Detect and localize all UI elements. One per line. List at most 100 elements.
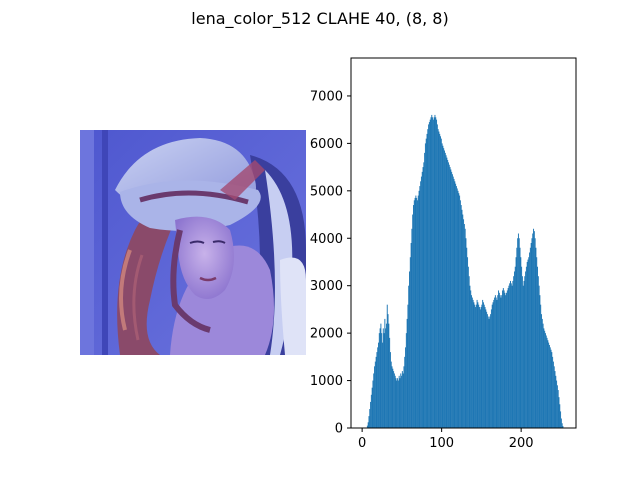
histogram-bar [410, 243, 412, 428]
histogram-bar [560, 411, 562, 428]
histogram-bar [428, 122, 430, 428]
histogram-bar [557, 390, 559, 428]
histogram-bar [540, 304, 542, 428]
histogram-bar [476, 299, 478, 428]
histogram-bar [415, 195, 417, 428]
histogram-bar [438, 131, 440, 428]
histogram-bar [534, 238, 536, 428]
histogram-bar [367, 422, 369, 428]
histogram-bar [444, 150, 445, 428]
histogram-bar [533, 228, 535, 428]
histogram-bar [553, 366, 555, 428]
histogram-bar [401, 371, 403, 428]
histogram-bar [495, 297, 497, 428]
histogram-bar [428, 124, 430, 428]
histogram-bar [549, 347, 551, 428]
histogram-bar [544, 333, 546, 428]
x-tick-label: 0 [358, 436, 366, 451]
histogram-bar [523, 280, 525, 428]
histogram-bar [474, 304, 476, 428]
histogram-bar [517, 238, 519, 428]
histogram-bar [371, 387, 373, 428]
histogram-bar [381, 333, 383, 428]
histogram-bar [509, 283, 511, 428]
histogram-bar [526, 261, 528, 428]
histogram-bar [489, 316, 491, 428]
histogram-bar [373, 373, 375, 428]
histogram-bar [409, 257, 411, 428]
histogram-bar [499, 295, 501, 428]
histogram-bar [519, 247, 521, 428]
histogram-bar [413, 200, 415, 428]
histogram-bar [448, 164, 450, 429]
histogram-bar [382, 342, 383, 428]
histogram-bar [463, 219, 465, 428]
histogram-bar [366, 425, 368, 428]
histogram-bar [485, 309, 487, 428]
image-panel [80, 130, 306, 355]
histogram-bar [399, 378, 401, 428]
histogram-bars [366, 114, 565, 429]
histogram-bar [376, 352, 378, 428]
histogram-bar [475, 304, 477, 428]
histogram-bar [414, 197, 416, 428]
histogram-bar [552, 361, 554, 428]
histogram-bar [455, 186, 457, 428]
histogram-bar [374, 361, 376, 428]
histogram-bar [452, 176, 454, 428]
histogram-bar [546, 337, 548, 428]
histogram-bar [478, 304, 480, 428]
histogram-bar [561, 423, 563, 428]
histogram-bar [467, 257, 469, 428]
histogram-bar [392, 368, 394, 428]
histogram-bar [481, 304, 483, 428]
histogram-bar [440, 138, 442, 428]
histogram-bar [416, 197, 418, 428]
histogram-bar [450, 169, 452, 428]
histogram-bar [484, 307, 486, 428]
figure-title: lena_color_512 CLAHE 40, (8, 8) [191, 9, 448, 29]
histogram-bar [469, 285, 471, 428]
histogram-chart: 0 100 200 0 1000 2000 3000 4000 5000 6000 7000 [310, 57, 577, 451]
histogram-bar [404, 356, 406, 428]
histogram-bar [488, 318, 490, 428]
histogram-bar [431, 114, 433, 429]
histogram-bar [422, 167, 424, 428]
histogram-bar [527, 259, 529, 428]
histogram-bar [380, 323, 382, 428]
histogram-bar [529, 247, 531, 428]
histogram-bar [555, 375, 557, 428]
histogram-bar [369, 409, 371, 428]
histogram-bar [370, 401, 372, 428]
histogram-bar [538, 285, 540, 428]
y-tick-label: 1000 [310, 374, 343, 389]
histogram-bar [539, 295, 541, 428]
histogram-bar [441, 143, 443, 428]
histogram-bar [542, 323, 544, 428]
histogram-bar [560, 418, 562, 428]
histogram-bar [541, 314, 542, 428]
histogram-bar [498, 290, 500, 428]
histogram-bar [421, 171, 423, 428]
histogram-bar [510, 280, 511, 428]
histogram-bar [554, 371, 556, 428]
histogram-bar [405, 347, 407, 428]
histogram-bar [393, 371, 395, 428]
histogram-bar [437, 129, 439, 428]
histogram-bar [389, 352, 391, 428]
histogram-bar [537, 276, 539, 428]
histogram-bar [548, 344, 550, 428]
histogram-bar [556, 385, 558, 428]
histogram-bar [471, 295, 472, 428]
histogram-bar [444, 152, 446, 428]
histogram-bar [447, 159, 449, 429]
y-axis: 0 1000 2000 3000 4000 5000 6000 7000 [310, 89, 351, 437]
histogram-bar [419, 186, 421, 428]
y-tick-label: 2000 [310, 327, 343, 342]
histogram-bar [423, 162, 425, 429]
histogram-bar [500, 297, 502, 428]
histogram-bar [389, 337, 391, 428]
histogram-bar [460, 205, 462, 428]
histogram-bar [471, 297, 473, 428]
histogram-bar [377, 347, 379, 428]
